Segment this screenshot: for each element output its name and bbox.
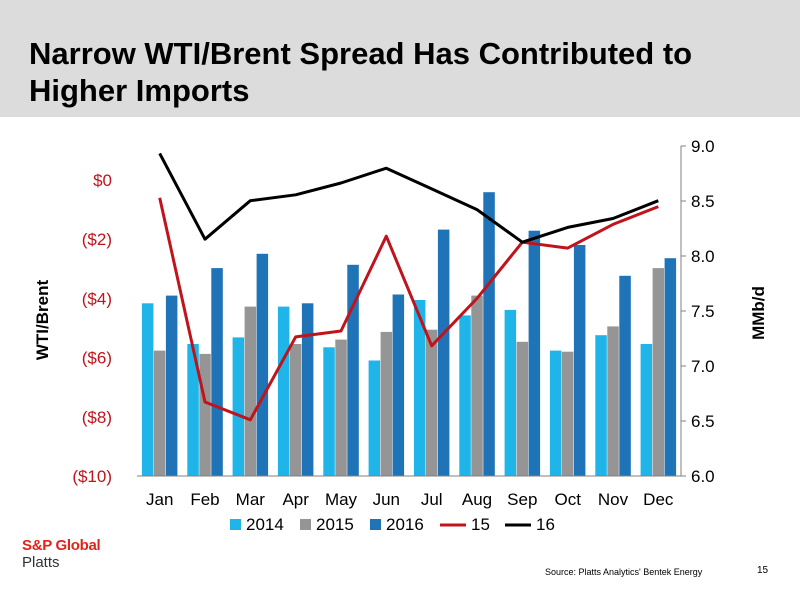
- left-axis-tick-label: ($4): [82, 289, 112, 308]
- bar-2015-aug: [471, 295, 483, 476]
- right-axis-tick-label: 8.5: [691, 192, 715, 211]
- page-number: 15: [757, 565, 769, 576]
- left-axis-tick-label: ($2): [82, 230, 112, 249]
- left-axis-tick-label: ($6): [82, 349, 112, 368]
- x-tick-label-sep: Sep: [507, 490, 537, 509]
- sp-global-platts-logo: S&P Global Platts: [22, 537, 101, 572]
- bar-2015-dec: [652, 268, 665, 476]
- bar-2014-aug: [459, 315, 471, 476]
- bar-2016-mar: [256, 253, 269, 476]
- bar-2014-mar: [232, 337, 245, 476]
- slide-title: Narrow WTI/Brent Spread Has Contributed …: [29, 35, 769, 109]
- right-axis-tick-label: 9.0: [691, 137, 715, 156]
- logo-brand-text: S&P Global: [22, 537, 101, 554]
- bar-2016-feb: [211, 268, 223, 476]
- bar-2015-jan: [153, 350, 166, 476]
- bar-2016-oct: [573, 245, 586, 476]
- x-tick-label-jul: Jul: [421, 490, 443, 509]
- legend-label-2015: 2015: [316, 515, 354, 534]
- wti-brent-imports-chart: 6.0 6.5 7.0 7.5 8.0 8.5 9.0 $0 ($2) ($4) ($6) ($8) (…: [33, 137, 768, 534]
- bar-2015-oct: [561, 351, 574, 476]
- x-tick-label-mar: Mar: [236, 490, 266, 509]
- bar-2015-feb: [199, 353, 211, 476]
- bar-2015-jun: [380, 331, 393, 476]
- bar-2015-may: [335, 339, 347, 476]
- right-axis-title: MMb/d: [749, 286, 768, 340]
- x-tick-label-dec: Dec: [643, 490, 674, 509]
- bar-2014-jun: [368, 360, 381, 476]
- legend-swatch-2015: [300, 519, 311, 530]
- right-axis-tick-label: 7.0: [691, 357, 715, 376]
- bar-2016-dec: [664, 258, 677, 476]
- x-tick-label-oct: Oct: [554, 490, 581, 509]
- right-axis-tick-label: 7.5: [691, 302, 715, 321]
- bar-2016-jan: [165, 295, 178, 476]
- bar-2016-jul: [437, 229, 450, 476]
- line-series-15: [158, 197, 659, 422]
- legend-swatch-2016: [370, 519, 381, 530]
- legend-label-16: 16: [536, 515, 555, 534]
- bar-2014-apr: [277, 306, 290, 476]
- right-axis-tick-label: 6.0: [691, 467, 715, 486]
- line-series-16: [158, 152, 659, 244]
- x-tick-label-aug: Aug: [462, 490, 492, 509]
- x-tick-label-jan: Jan: [146, 490, 173, 509]
- left-axis-title: WTI/Brent: [33, 280, 52, 361]
- x-tick-label-apr: Apr: [282, 490, 309, 509]
- bar-2014-jul: [413, 300, 426, 476]
- left-axis-tick-label: $0: [93, 171, 112, 190]
- x-tick-label-may: May: [325, 490, 358, 509]
- x-tick-label-feb: Feb: [190, 490, 219, 509]
- bar-2015-mar: [244, 306, 257, 476]
- bar-2014-may: [323, 347, 335, 476]
- slide-title-line1: Narrow WTI/Brent Spread Has Contributed …: [29, 36, 693, 71]
- bar-2015-jul: [425, 329, 438, 476]
- bar-2016-jun: [392, 294, 405, 476]
- bar-2014-sep: [504, 309, 517, 476]
- bar-2014-jan: [141, 303, 154, 476]
- legend-label-2016: 2016: [386, 515, 424, 534]
- right-axis-tick-label: 6.5: [691, 412, 715, 431]
- left-axis-tick-label: ($10): [72, 467, 112, 486]
- bar-2016-may: [347, 264, 359, 476]
- bar-2015-apr: [289, 344, 302, 476]
- left-axis-tick-label: ($8): [82, 408, 112, 427]
- bar-2016-nov: [619, 275, 631, 476]
- bar-2014-dec: [640, 344, 653, 476]
- right-axis-tick-label: 8.0: [691, 247, 715, 266]
- bar-2016-apr: [301, 303, 314, 476]
- bar-2015-nov: [607, 326, 619, 476]
- logo-sub-text: Platts: [22, 554, 60, 571]
- bar-2014-feb: [187, 344, 199, 476]
- bar-2016-aug: [483, 192, 495, 476]
- legend-label-15: 15: [471, 515, 490, 534]
- x-tick-label-nov: Nov: [598, 490, 629, 509]
- source-note: Source: Platts Analytics' Bentek Energy: [545, 567, 703, 577]
- legend-label-2014: 2014: [246, 515, 284, 534]
- bar-2016-sep: [528, 230, 541, 476]
- x-tick-label-jun: Jun: [373, 490, 400, 509]
- bar-2014-nov: [595, 335, 607, 476]
- bar-2014-oct: [549, 350, 562, 476]
- legend-swatch-2014: [230, 519, 241, 530]
- title-band: [0, 0, 800, 117]
- bar-2015-sep: [516, 341, 529, 476]
- slide-title-line2: Higher Imports: [29, 73, 250, 108]
